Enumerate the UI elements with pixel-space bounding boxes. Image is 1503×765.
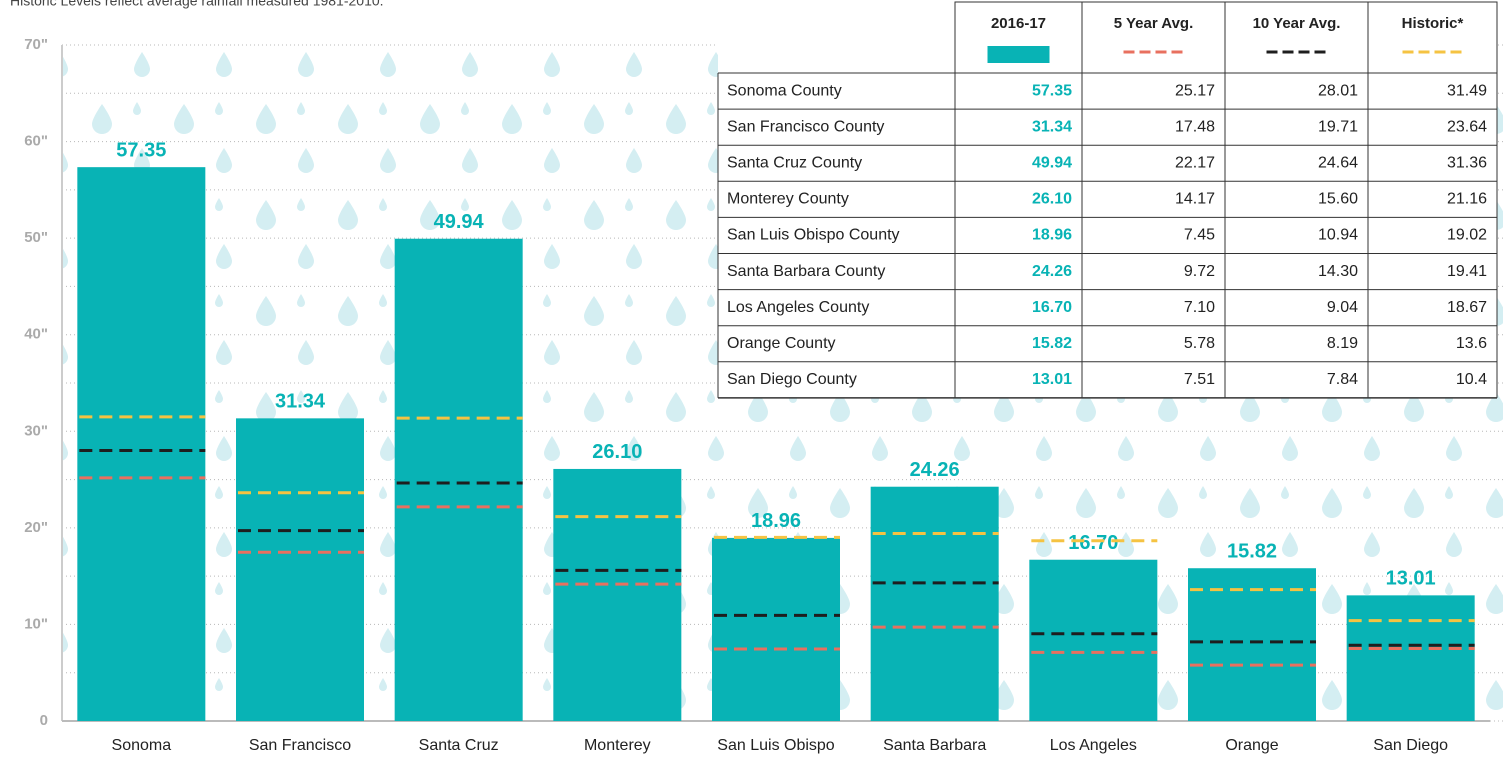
data-label: 26.10 (592, 441, 642, 463)
table-cell: 17.48 (1175, 118, 1215, 135)
table-cell: 49.94 (1032, 154, 1072, 171)
table-cell: 5.78 (1184, 335, 1215, 352)
data-label: 24.26 (910, 459, 960, 481)
bar (395, 239, 523, 721)
table-cell: 19.41 (1447, 263, 1487, 280)
table-cell: 15.82 (1032, 335, 1072, 352)
x-tick-label: San Diego (1373, 737, 1448, 754)
table-cell: 21.16 (1447, 191, 1487, 208)
table-cell: 10.94 (1318, 227, 1358, 244)
table-cell: 28.01 (1318, 82, 1358, 99)
bar (712, 538, 840, 721)
table-cell: 25.17 (1175, 82, 1215, 99)
table-cell: 31.34 (1032, 118, 1072, 135)
legend-label: 5 Year Avg. (1114, 15, 1194, 32)
data-label: 15.82 (1227, 541, 1277, 563)
x-tick-label: Santa Cruz (419, 737, 499, 754)
bar (871, 487, 999, 721)
table-cell: 23.64 (1447, 118, 1487, 135)
table-cell: 18.96 (1032, 227, 1072, 244)
table-cell: 10.4 (1456, 371, 1487, 388)
table-row-label: Santa Cruz County (727, 154, 862, 171)
table-cell: 7.10 (1184, 299, 1215, 316)
table-cell: 14.30 (1318, 263, 1358, 280)
note: Historic Levels reflect average rainfall… (10, 0, 384, 9)
table-cell: 14.17 (1175, 191, 1215, 208)
table-cell: 19.71 (1318, 118, 1358, 135)
table-cell: 24.64 (1318, 154, 1358, 171)
y-tick-label: 20" (24, 519, 48, 536)
table-cell: 19.02 (1447, 227, 1487, 244)
data-label: 49.94 (434, 211, 485, 233)
table-row-label: San Luis Obispo County (727, 227, 900, 244)
data-label: 57.35 (116, 139, 166, 161)
legend-swatch (988, 46, 1050, 63)
data-label: 18.96 (751, 510, 801, 532)
table-cell: 13.6 (1456, 335, 1487, 352)
y-tick-label: 70" (24, 36, 48, 53)
data-label: 31.34 (275, 391, 326, 413)
table-cell: 7.51 (1184, 371, 1215, 388)
bar (1347, 595, 1475, 721)
data-label: 16.70 (1068, 532, 1118, 554)
bar (553, 469, 681, 721)
data-label: 13.01 (1386, 568, 1436, 590)
table-row-label: Orange County (727, 335, 836, 352)
x-tick-label: San Luis Obispo (717, 737, 835, 754)
legend-label: 2016-17 (991, 15, 1046, 32)
table-cell: 26.10 (1032, 191, 1072, 208)
x-tick-label: Los Angeles (1050, 737, 1137, 754)
legend-label: Historic* (1402, 15, 1464, 32)
bar (1029, 560, 1157, 721)
table-cell: 16.70 (1032, 299, 1072, 316)
bar (77, 167, 205, 721)
table-row-label: Los Angeles County (727, 299, 869, 316)
x-tick-label: Sonoma (112, 737, 172, 754)
table-cell: 31.36 (1447, 154, 1487, 171)
table-cell: 7.45 (1184, 227, 1215, 244)
table-cell: 15.60 (1318, 191, 1358, 208)
table-cell: 13.01 (1032, 371, 1072, 388)
y-tick-label: 50" (24, 229, 48, 246)
x-tick-label: San Francisco (249, 737, 351, 754)
table-cell: 24.26 (1032, 263, 1072, 280)
y-tick-label: 0 (40, 712, 48, 729)
table-cell: 8.19 (1327, 335, 1358, 352)
bar (236, 418, 364, 721)
x-tick-label: Orange (1225, 737, 1278, 754)
table-row-label: San Diego County (727, 371, 857, 388)
table-row-label: Monterey County (727, 191, 849, 208)
y-tick-label: 40" (24, 326, 48, 343)
table-cell: 9.72 (1184, 263, 1215, 280)
table-cell: 22.17 (1175, 154, 1215, 171)
table-cell: 9.04 (1327, 299, 1358, 316)
y-tick-label: 30" (24, 422, 48, 439)
table-cell: 18.67 (1447, 299, 1487, 316)
y-tick-label: 10" (24, 615, 48, 632)
table-row-label: San Francisco County (727, 118, 884, 135)
table-cell: 57.35 (1032, 82, 1072, 99)
x-tick-label: Santa Barbara (883, 737, 986, 754)
table-row-label: Santa Barbara County (727, 263, 885, 280)
y-tick-label: 60" (24, 133, 48, 150)
x-tick-label: Monterey (584, 737, 651, 754)
legend-label: 10 Year Avg. (1253, 15, 1341, 32)
table-row-label: Sonoma County (727, 82, 842, 99)
chart: Historic Levels reflect average rainfall… (0, 0, 1503, 765)
table-cell: 31.49 (1447, 82, 1487, 99)
table-cell: 7.84 (1327, 371, 1358, 388)
